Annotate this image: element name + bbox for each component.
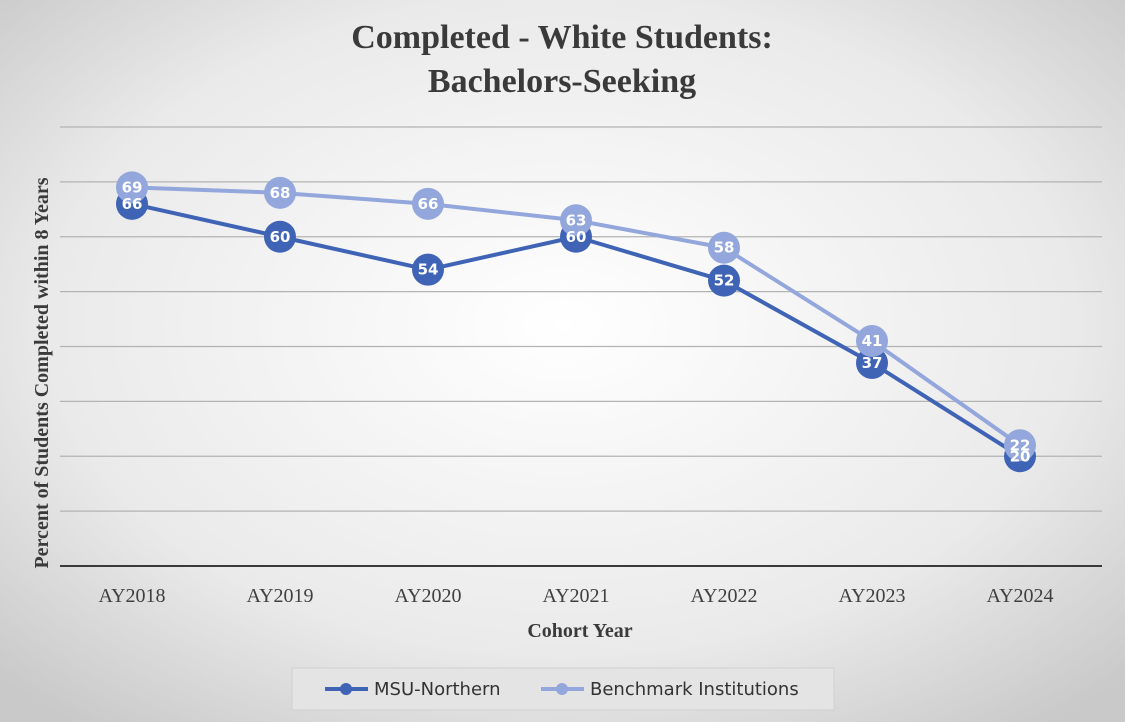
data-point-benchmark-institutions bbox=[1004, 429, 1036, 462]
x-axis-title: Cohort Year bbox=[527, 620, 632, 642]
x-tick-label: AY2023 bbox=[838, 585, 905, 607]
x-tick-label: AY2020 bbox=[394, 585, 461, 607]
legend-swatch-dot-msu-northern bbox=[340, 683, 352, 695]
data-point-msu-northern bbox=[412, 253, 444, 286]
data-label-benchmark-institutions: 58 bbox=[714, 239, 735, 257]
data-point-msu-northern bbox=[708, 264, 740, 297]
data-label-msu-northern: 52 bbox=[714, 272, 735, 290]
x-tick-label: AY2018 bbox=[98, 585, 165, 607]
data-point-benchmark-institutions bbox=[264, 176, 296, 209]
data-label-msu-northern: 66 bbox=[122, 195, 143, 213]
legend-label-benchmark: Benchmark Institutions bbox=[590, 679, 799, 700]
data-label-benchmark-institutions: 41 bbox=[862, 332, 883, 350]
data-label-benchmark-institutions: 68 bbox=[270, 184, 291, 202]
x-tick-label: AY2019 bbox=[246, 585, 313, 607]
data-label-benchmark-institutions: 66 bbox=[418, 195, 439, 213]
y-axis-title: Percent of Students Completed within 8 Y… bbox=[31, 177, 53, 568]
x-tick-label: AY2021 bbox=[542, 585, 609, 607]
data-point-benchmark-institutions bbox=[560, 204, 592, 237]
data-label-benchmark-institutions: 63 bbox=[566, 211, 587, 229]
legend-swatch-dot-benchmark bbox=[556, 683, 568, 695]
data-label-benchmark-institutions: 69 bbox=[122, 178, 143, 196]
data-label-msu-northern: 60 bbox=[270, 228, 291, 246]
chart-title-line-1: Completed - White Students: bbox=[351, 19, 773, 56]
data-point-msu-northern bbox=[856, 346, 888, 379]
x-tick-label: AY2022 bbox=[690, 585, 757, 607]
data-label-msu-northern: 20 bbox=[1010, 447, 1031, 465]
data-label-msu-northern: 60 bbox=[566, 228, 587, 246]
chart-title-line-2: Bachelors-Seeking bbox=[428, 63, 696, 100]
data-point-benchmark-institutions bbox=[116, 171, 148, 204]
data-label-benchmark-institutions: 22 bbox=[1010, 436, 1031, 454]
data-point-msu-northern bbox=[264, 220, 296, 253]
data-point-benchmark-institutions bbox=[856, 325, 888, 358]
legend-label-msu-northern: MSU-Northern bbox=[374, 679, 501, 700]
x-tick-label: AY2024 bbox=[986, 585, 1053, 607]
data-point-benchmark-institutions bbox=[708, 231, 740, 264]
data-label-msu-northern: 37 bbox=[862, 354, 883, 372]
data-label-msu-northern: 54 bbox=[418, 261, 439, 279]
legend: MSU-Northern Benchmark Institutions bbox=[291, 667, 835, 711]
data-point-benchmark-institutions bbox=[412, 187, 444, 220]
